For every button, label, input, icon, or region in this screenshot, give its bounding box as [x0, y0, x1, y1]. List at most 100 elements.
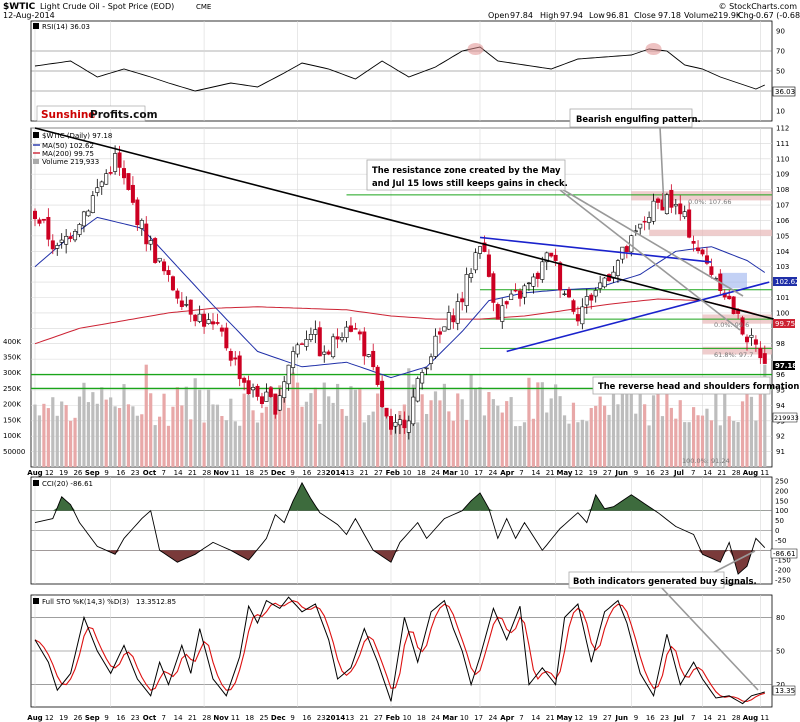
candle-body: [544, 252, 549, 263]
price-candle: [571, 298, 576, 315]
volume-bar: [478, 387, 482, 467]
candle-body: [153, 238, 158, 263]
cci-tick-label: 0: [775, 527, 779, 535]
price-candle: [380, 375, 385, 409]
price-candle: [224, 322, 229, 351]
volume-bar: [198, 389, 202, 467]
fib-label-top: 0.0%: 107.66: [688, 198, 732, 206]
x-axis-label: 23: [317, 714, 326, 722]
volume-bar: [340, 409, 344, 467]
volume-bar: [531, 418, 535, 467]
volume-bar: [420, 394, 424, 467]
x-axis-label: 26: [73, 469, 82, 477]
price-candle: [397, 414, 402, 434]
price-candle: [362, 327, 367, 365]
candle-body: [73, 231, 78, 241]
volume-bar: [367, 415, 371, 467]
candle-body: [81, 211, 86, 227]
volume-bar: [580, 419, 584, 467]
candle-body: [593, 290, 598, 297]
price-candle: [193, 314, 198, 327]
close-tag-value: 97.18: [775, 362, 797, 370]
price-candle: [130, 176, 135, 205]
x-axis-label: Mar: [442, 469, 458, 477]
x-axis-label: 23: [660, 714, 669, 722]
price-candle: [584, 288, 589, 314]
candle-body: [687, 209, 692, 238]
volume-bar: [69, 420, 73, 467]
volume-bar: [215, 404, 220, 467]
candle-body: [624, 246, 629, 253]
logo-box: [36, 105, 146, 122]
price-candle: [451, 308, 456, 329]
legend-title: $WTIC (Daily) 97.18: [42, 132, 112, 140]
price-candle: [326, 349, 331, 356]
candle-body: [162, 261, 167, 272]
candle-body: [242, 377, 247, 383]
price-candle: [526, 281, 531, 291]
candle-body: [135, 199, 140, 226]
rsi-legend: RSI(14) 36.03: [33, 23, 90, 31]
volume-bar: [37, 415, 42, 467]
candle-body: [397, 419, 402, 426]
price-candle: [41, 218, 46, 224]
x-axis-label: 7: [162, 714, 166, 722]
volume-bar: [482, 415, 487, 467]
quote-line: Open 97.84 High 97.94 Low 96.81 Close 97…: [488, 11, 800, 20]
candle-body: [46, 217, 51, 240]
candle-body: [41, 218, 46, 221]
volume-bar: [113, 406, 117, 467]
fib-labels: 0.0%: 107.66 0.0%: 99.6 61.8%: 97.7 100.…: [682, 198, 753, 465]
ma200-line: [34, 298, 765, 345]
x-axis-label: Jul: [673, 714, 684, 722]
price-candle: [170, 275, 175, 292]
fib-label-bottom: 100.0%: 91.24: [682, 457, 730, 465]
volume-bar: [678, 400, 682, 467]
sto-value: 13.35: [775, 687, 795, 695]
x-axis-label: Dec: [271, 469, 286, 477]
volume-bar: [692, 407, 696, 467]
price-candle: [375, 365, 380, 387]
candle-body: [500, 305, 505, 322]
price-tick-label: 101: [776, 294, 789, 302]
candle-body: [571, 300, 576, 312]
candle-body: [455, 301, 460, 324]
volume-bar: [522, 422, 527, 467]
price-candle: [473, 248, 478, 274]
x-axis-label: 17: [474, 714, 483, 722]
cci-tick-label: 250: [775, 477, 788, 485]
price-candle: [598, 275, 603, 293]
volume-bar: [229, 398, 233, 467]
x-axis-label: Aug: [27, 714, 42, 722]
price-candle: [744, 334, 749, 351]
price-candle: [682, 205, 687, 220]
volume-bar: [709, 420, 713, 467]
x-axis-label: 14: [703, 714, 712, 722]
low-value: 96.81: [606, 11, 629, 20]
chart-header: $WTIC Light Crude Oil - Spot Price (EOD)…: [3, 2, 800, 20]
volume-bar: [540, 382, 544, 467]
volume-bar: [611, 387, 616, 467]
legend-swatch-price: [33, 132, 39, 138]
volume-bar: [456, 393, 460, 467]
x-axis-label: 12: [574, 469, 583, 477]
volume-bar: [629, 392, 633, 467]
x-axis-label: 18: [417, 714, 426, 722]
volume-bar: [126, 404, 131, 467]
price-candle: [696, 240, 701, 254]
volume-bar: [273, 401, 277, 467]
candle-body: [575, 314, 580, 322]
volume-bar: [322, 382, 326, 467]
price-candle: [68, 232, 73, 243]
volume-bar: [732, 420, 736, 467]
price-candle: [313, 320, 318, 343]
consolidation-zone: [720, 272, 747, 289]
volume-bar: [358, 388, 362, 467]
candle-body: [753, 339, 758, 345]
price-candle: [251, 383, 256, 398]
volume-bar: [184, 386, 188, 467]
price-candle: [531, 273, 536, 294]
price-candle: [642, 216, 647, 231]
price-candle: [59, 233, 64, 249]
candle-body: [117, 152, 122, 168]
